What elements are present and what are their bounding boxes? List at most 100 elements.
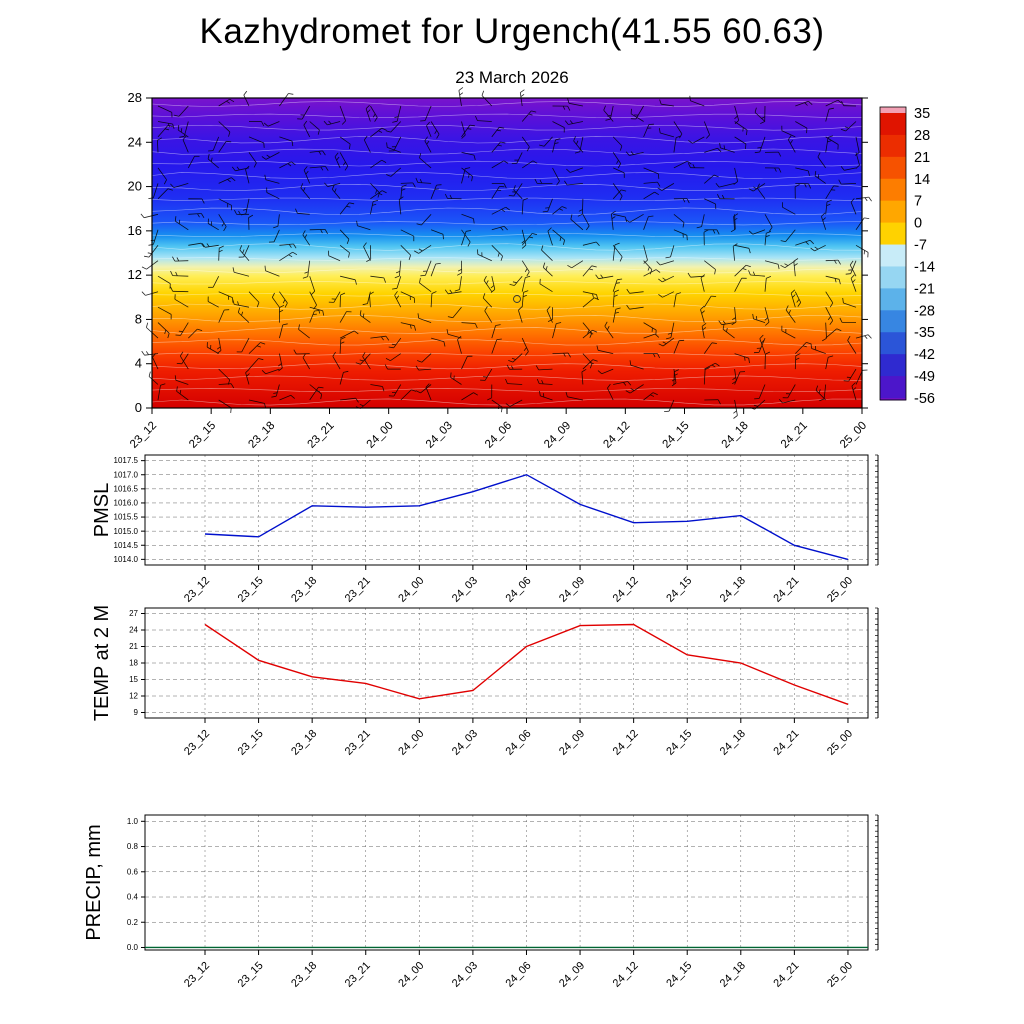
wind-barb-tick <box>170 270 173 276</box>
wind-barb-tick <box>381 127 387 131</box>
wind-barb-shaft <box>613 381 628 385</box>
wind-barb-tick <box>733 213 739 217</box>
wind-barb-tick <box>787 135 792 140</box>
wind-barb-tick <box>818 389 821 394</box>
wind-barb-tick <box>753 404 758 407</box>
wind-barb-tick <box>490 285 495 289</box>
wind-barb-tick <box>320 394 323 400</box>
y-tick-label: 1014.0 <box>114 555 139 564</box>
x-tick-label: 24_21 <box>771 960 801 990</box>
wind-barb-shaft <box>340 275 356 281</box>
wind-barb-tick <box>385 130 391 133</box>
contour-line <box>151 160 863 167</box>
wind-barb-shaft <box>568 102 583 107</box>
wind-barb-tick <box>503 226 508 231</box>
colorbar-label: -35 <box>914 325 935 341</box>
wind-barb-shaft <box>420 384 432 394</box>
wind-barb-shaft <box>448 291 462 295</box>
y-tick-label: 1016.5 <box>114 484 139 493</box>
wind-barb-shaft <box>825 328 837 339</box>
wind-barb-tick <box>765 351 771 355</box>
wind-barb-tick <box>794 184 800 188</box>
y-tick-label: 8 <box>135 311 142 326</box>
wind-barb-tick <box>146 322 149 328</box>
wind-barb-tick <box>700 305 705 310</box>
wind-barb-tick <box>805 241 809 245</box>
wind-barb-tick <box>396 295 400 300</box>
wind-barb-shaft <box>309 386 319 401</box>
x-tick-label: 23_21 <box>306 420 337 451</box>
wind-barb-tick <box>836 328 842 332</box>
wind-barb-tick <box>229 98 235 103</box>
wind-barb-tick <box>487 397 492 401</box>
x-tick-label: 24_18 <box>720 420 751 451</box>
wind-barb-tick <box>752 313 754 319</box>
wind-barb-tick <box>630 388 635 391</box>
wind-barb-shaft <box>144 213 159 219</box>
wind-barb-tick <box>354 330 359 335</box>
contour-line <box>151 233 863 238</box>
wind-barb-shaft <box>452 306 462 318</box>
precip-axis-title: PRECIP, mm <box>83 824 105 940</box>
wind-barb-tick <box>449 289 453 294</box>
wind-barb-shaft <box>148 376 159 385</box>
wind-barb-shaft <box>207 346 219 354</box>
wind-barb-tick <box>765 321 770 326</box>
wind-barb-tick <box>362 313 365 318</box>
wind-barb-tick <box>665 256 671 259</box>
wind-barb-tick <box>852 279 856 283</box>
x-tick-label: 25_00 <box>825 728 855 758</box>
wind-barb-tick <box>273 392 278 394</box>
wind-barb-shaft <box>734 167 738 182</box>
wind-barb-tick <box>282 299 286 304</box>
wind-barb-tick <box>564 180 568 186</box>
x-tick-label: 24_03 <box>424 420 455 451</box>
wind-barb-tick <box>512 281 517 284</box>
wind-barb-tick <box>288 254 293 258</box>
wind-barb-tick <box>236 166 240 171</box>
wind-barb-shaft <box>629 213 644 223</box>
wind-barb-tick <box>757 147 762 149</box>
wind-barb-tick <box>201 198 205 204</box>
wind-barb-tick <box>712 229 716 234</box>
wind-barb-shaft <box>245 169 250 184</box>
wind-barb-tick <box>615 307 621 310</box>
wind-barb-shaft <box>733 216 735 230</box>
wind-barb-shaft <box>721 322 735 326</box>
wind-barb-shaft <box>400 389 412 401</box>
x-tick-label: 23_18 <box>289 960 319 990</box>
wind-barb-shaft <box>477 120 492 122</box>
wind-barb-shaft <box>303 170 311 184</box>
contour-line <box>151 363 863 370</box>
wind-barb-tick <box>619 195 623 201</box>
wind-barb-tick <box>417 313 420 319</box>
wind-barb-shaft <box>491 127 500 138</box>
wind-barb-tick <box>529 236 534 239</box>
wind-barb-tick <box>703 229 709 233</box>
wind-barb-tick <box>754 107 757 113</box>
wind-barb-shaft <box>396 105 402 122</box>
wind-barb-tick <box>717 194 720 199</box>
wind-barb-tick <box>654 333 660 338</box>
wind-barb-shaft <box>218 177 232 184</box>
wind-barb-shaft <box>613 167 625 174</box>
wind-barb-shaft <box>218 98 230 107</box>
wind-barb-tick <box>302 276 308 279</box>
wind-barb-tick <box>228 131 231 137</box>
wind-barb-tick <box>795 353 801 357</box>
wind-barb-tick <box>614 311 620 314</box>
wind-barb-tick <box>864 217 870 219</box>
wind-barb-shaft <box>265 179 280 184</box>
wind-barb-tick <box>675 135 681 138</box>
wind-barb-tick <box>495 324 501 326</box>
wind-barb-shaft <box>461 356 468 370</box>
wind-barb-tick <box>827 316 831 321</box>
wind-barb-shaft <box>491 399 503 408</box>
wind-barb-tick <box>676 292 682 295</box>
y-tick-label: 21 <box>129 642 138 651</box>
wind-barb-shaft <box>734 121 748 131</box>
wind-barb-tick <box>398 196 404 200</box>
wind-barb-tick <box>426 140 430 145</box>
colorbar-label: -42 <box>914 347 935 363</box>
wind-barb-tick <box>334 152 339 157</box>
